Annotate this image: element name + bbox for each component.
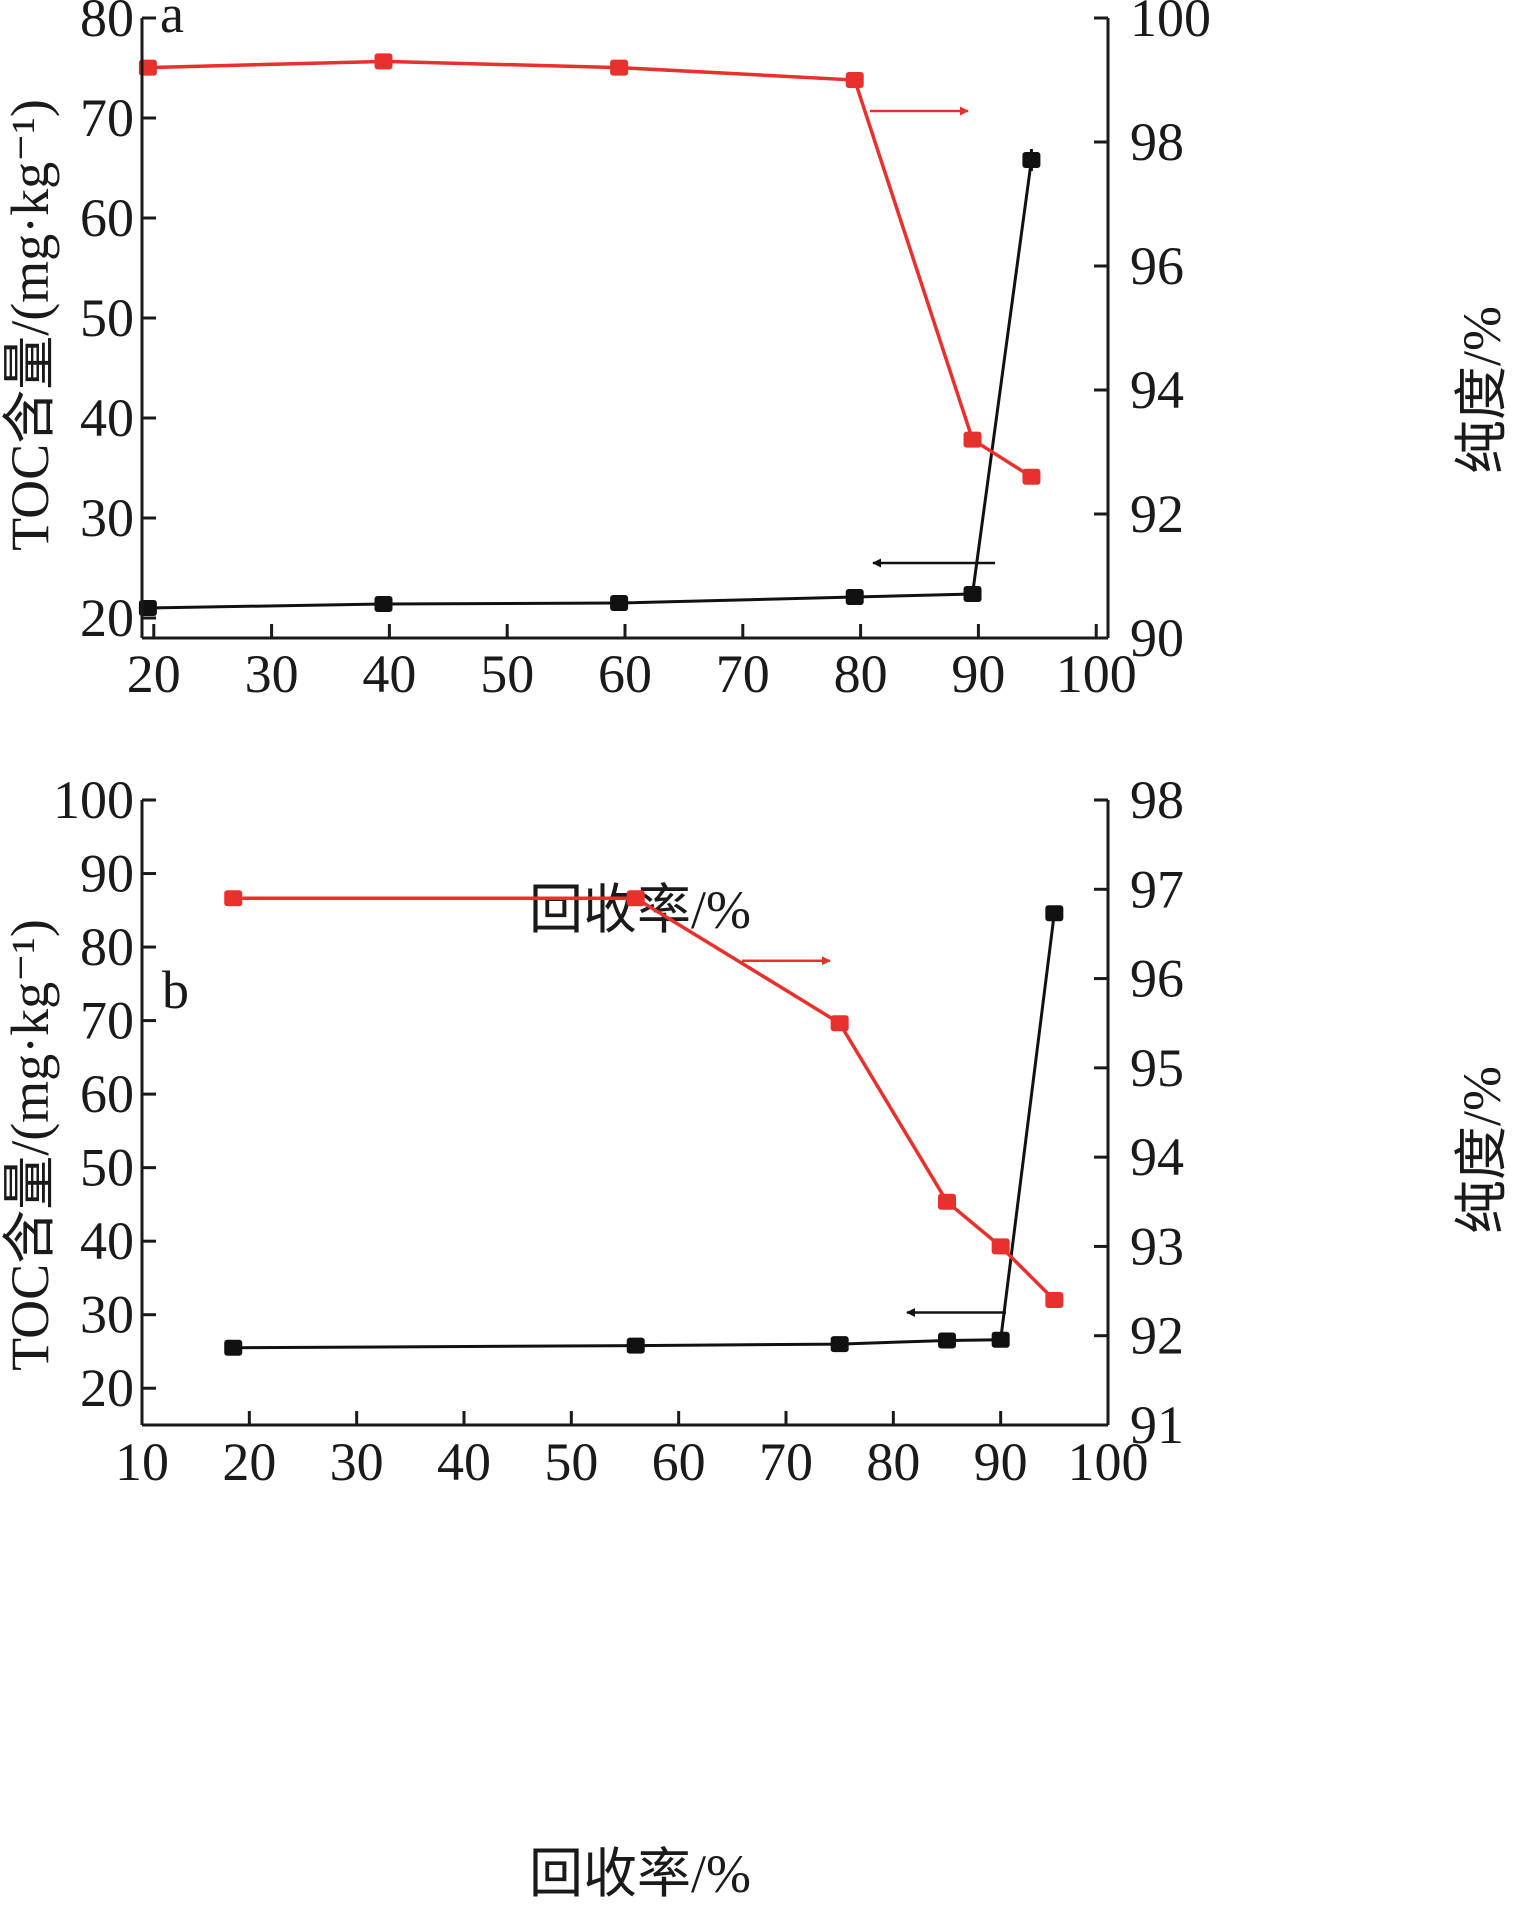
- toc-point: [1045, 905, 1064, 922]
- purity-point: [991, 1238, 1010, 1255]
- x-tick-label: 90: [974, 1432, 1028, 1492]
- right-y-tick-label: 92: [1130, 484, 1184, 544]
- right-y-tick-label: 94: [1130, 1127, 1184, 1187]
- toc-point: [938, 1332, 956, 1349]
- purity-series-line: [147, 59, 1033, 479]
- right-y-tick-label: 96: [1130, 949, 1184, 1009]
- toc-point: [830, 1336, 849, 1353]
- left-y-tick-label: 50: [80, 288, 134, 348]
- purity-point: [1045, 1292, 1064, 1308]
- right-y-tick-label: 95: [1130, 1038, 1184, 1098]
- x-tick-label: 60: [652, 1432, 706, 1492]
- panel-a-right-axis-title: 纯度/%: [1452, 306, 1512, 474]
- panel-b-left-axis-title: TOC含量/(mg·kg⁻¹): [0, 919, 60, 1371]
- left-y-tick-label: 70: [80, 991, 134, 1051]
- panel-a-annotations: [870, 106, 995, 568]
- x-tick-label: 80: [866, 1432, 920, 1492]
- purity-point: [1022, 468, 1041, 485]
- panel-a-series: [147, 59, 1033, 610]
- panel-b-letter: b: [162, 960, 189, 1020]
- left-y-tick-label: 70: [80, 88, 134, 148]
- panel-b-right-axis-title: 纯度/%: [1452, 1066, 1512, 1234]
- x-tick-label: 30: [245, 644, 299, 704]
- right-y-tick-label: 98: [1130, 112, 1184, 172]
- left-y-tick-label: 80: [80, 917, 134, 977]
- toc-point: [845, 589, 864, 605]
- left-y-tick-label: 40: [80, 388, 134, 448]
- panel-b-x-axis-title: 回收率/%: [529, 1844, 751, 1904]
- right-y-tick-label: 98: [1130, 770, 1184, 830]
- purity-point: [938, 1193, 956, 1210]
- left-y-tick-label: 90: [80, 844, 134, 904]
- right-y-tick-label: 94: [1130, 360, 1184, 420]
- x-tick-label: 90: [951, 644, 1005, 704]
- purity-point: [830, 1015, 849, 1032]
- purity-point: [626, 890, 645, 907]
- panel-a-labels: a 回收率/% TOC含量/(mg·kg⁻¹) 纯度/%: [0, 0, 1512, 940]
- panel-a-axes: [140, 18, 1110, 640]
- panel-a-left-axis-title: TOC含量/(mg·kg⁻¹): [0, 99, 60, 551]
- panel-b-labels: b 回收率/% TOC含量/(mg·kg⁻¹) 纯度/%: [0, 919, 1512, 1904]
- purity-series-line: [233, 896, 1056, 1302]
- x-tick-label: 60: [598, 644, 652, 704]
- right-y-tick-label: 96: [1130, 236, 1184, 296]
- panel-b-axes: [140, 800, 1110, 1427]
- x-tick-label: 10: [115, 1432, 169, 1492]
- left-y-tick-label: 60: [80, 188, 134, 248]
- left-y-tick-label: 50: [80, 1138, 134, 1198]
- x-tick-label: 100: [1056, 644, 1137, 704]
- x-tick-label: 40: [437, 1432, 491, 1492]
- toc-series-line: [147, 159, 1033, 610]
- x-tick-label: 20: [222, 1432, 276, 1492]
- toc-point: [626, 1337, 645, 1354]
- panel-a-x-axis-title: 回收率/%: [529, 880, 751, 940]
- x-tick-label: 40: [362, 644, 416, 704]
- toc-point: [991, 1331, 1010, 1348]
- left-y-tick-label: 30: [80, 488, 134, 548]
- left-y-tick-label: 30: [80, 1285, 134, 1345]
- purity-point: [610, 59, 629, 76]
- left-y-tick-label: 100: [53, 770, 134, 830]
- purity-point: [845, 72, 864, 88]
- x-tick-label: 50: [480, 644, 534, 704]
- right-y-tick-label: 93: [1130, 1216, 1184, 1276]
- right-y-tick-label: 92: [1130, 1306, 1184, 1366]
- panel-a-letter: a: [160, 0, 184, 44]
- toc-point: [224, 1339, 243, 1356]
- x-tick-label: 100: [1068, 1432, 1149, 1492]
- x-tick-label: 30: [330, 1432, 384, 1492]
- left-y-tick-label: 40: [80, 1211, 134, 1271]
- purity-point: [224, 890, 243, 907]
- toc-point: [963, 586, 982, 602]
- left-y-tick-label: 60: [80, 1064, 134, 1124]
- x-tick-label: 70: [716, 644, 770, 704]
- panel-a-ticks: 20 30 40 50 60 70 80 90 100203040506070809092949…: [80, 0, 1211, 704]
- toc-point: [610, 595, 629, 611]
- right-y-tick-label: 90: [1130, 608, 1184, 668]
- left-y-tick-label: 20: [80, 1358, 134, 1418]
- x-tick-label: 50: [544, 1432, 598, 1492]
- panel-b-ticks: 10 20 30 40 50 60 70 80 90 100 20 30 40 50 60 70 80 90 100…: [53, 770, 1184, 1492]
- toc-point: [1022, 152, 1041, 168]
- purity-point: [963, 431, 982, 448]
- right-y-tick-label: 91: [1130, 1395, 1184, 1455]
- panel-b-annotations: [742, 956, 1006, 1317]
- left-y-tick-label: 80: [80, 0, 134, 48]
- panel-b-markers: [224, 890, 1064, 1356]
- purity-point: [374, 53, 393, 70]
- chart-panel-a: 20 30 40 50 60 70 80 90 100203040506070809092949…: [0, 0, 1512, 940]
- x-tick-label: 70: [759, 1432, 813, 1492]
- left-y-tick-label: 20: [80, 588, 134, 648]
- right-y-tick-label: 97: [1130, 859, 1184, 919]
- toc-point: [374, 596, 393, 612]
- panel-a-markers: [138, 53, 1041, 616]
- x-tick-label: 80: [834, 644, 888, 704]
- right-y-tick-label: 100: [1130, 0, 1211, 48]
- toc-series-line: [233, 913, 1056, 1350]
- chart-panel-b: 10 20 30 40 50 60 70 80 90 100 20 30 40 50 60 70 80 90 100…: [0, 770, 1512, 1904]
- x-tick-label: 20: [127, 644, 181, 704]
- panel-b-series: [233, 896, 1056, 1350]
